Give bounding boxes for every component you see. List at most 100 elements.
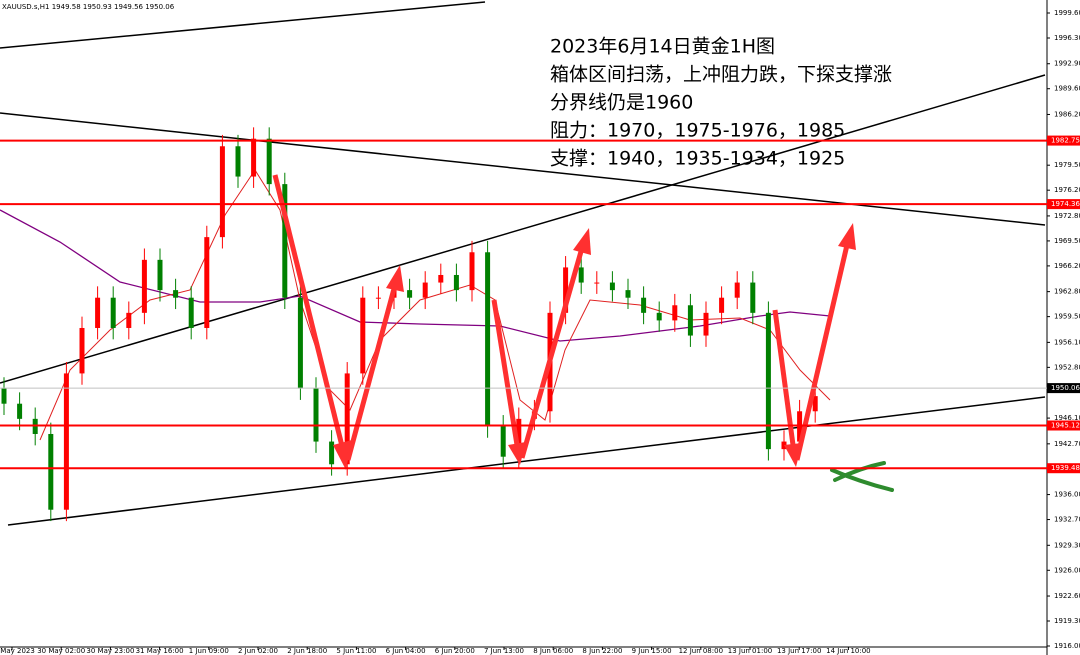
candle-body — [765, 312, 771, 450]
y-tick-label: 1952.80 — [1054, 363, 1080, 371]
candle-body — [329, 441, 335, 465]
candle-body — [781, 441, 787, 450]
level-label-box — [1047, 199, 1080, 210]
x-tick-label: 1 Jun 09:00 — [189, 647, 229, 655]
candle-body — [750, 282, 756, 313]
candle-body — [703, 312, 709, 336]
candle-body — [719, 297, 725, 313]
candle-body — [297, 297, 303, 389]
arrow — [794, 244, 850, 461]
candle-body — [438, 274, 444, 283]
candle-body — [375, 297, 381, 299]
y-tick-label: 1989.60 — [1054, 85, 1080, 93]
candle-body — [641, 297, 647, 313]
trend-line — [0, 1, 486, 49]
arrow — [491, 299, 520, 446]
y-tick-label: 1919.30 — [1054, 617, 1080, 625]
y-tick-label: 1916.00 — [1054, 642, 1080, 650]
y-tick-label: 1959.50 — [1054, 313, 1080, 321]
candle-body — [344, 373, 350, 465]
cross-mark — [830, 461, 894, 492]
candle-body — [687, 305, 693, 336]
candle-body — [219, 146, 225, 238]
y-tick-label: 1929.30 — [1054, 541, 1080, 549]
candle-body — [251, 138, 257, 177]
annotation: 2023年6月14日黄金1H图 — [550, 36, 775, 58]
level-label-box — [1047, 135, 1080, 146]
annotation: 分界线仍是1960 — [550, 92, 693, 114]
x-tick-label: 7 Jun 13:00 — [484, 647, 524, 655]
y-tick-label: 1956.10 — [1054, 338, 1080, 346]
candle-body — [469, 252, 475, 291]
x-tick-label: 31 May 16:00 — [136, 647, 184, 655]
candle-body — [313, 388, 319, 442]
x-tick-label: 9 Jun 15:00 — [632, 647, 672, 655]
arrow-head — [386, 265, 404, 292]
y-tick-label: 1966.20 — [1054, 262, 1080, 270]
x-tick-label: 6 Jun 20:00 — [435, 647, 475, 655]
arrow-head — [333, 440, 352, 470]
candle-body — [516, 418, 522, 457]
candle-body — [282, 184, 288, 298]
candle-body — [63, 373, 69, 510]
candle-body — [48, 433, 54, 510]
y-tick-label: 1972.80 — [1054, 212, 1080, 220]
arrow — [519, 247, 585, 459]
candle-body — [672, 305, 678, 321]
trend-line — [0, 74, 1046, 384]
x-tick-label: 2 Jun 18:00 — [287, 647, 327, 655]
annotation: 阻力：1970，1975-1976，1985 — [550, 120, 845, 142]
y-tick-label: 1936.00 — [1054, 491, 1080, 499]
x-tick-label: 14 Jun 10:00 — [826, 647, 870, 655]
candle-body — [1, 388, 7, 404]
candle-body — [407, 290, 413, 298]
level-label: 1939.48 — [1051, 464, 1080, 472]
arrow-head — [573, 228, 591, 255]
trend-lines — [0, 1, 1046, 526]
level-label-box — [1047, 463, 1080, 474]
candle-body — [126, 312, 132, 328]
candle-body — [625, 290, 631, 298]
annotation: 箱体区间扫荡，上冲阻力跌，下探支撑涨 — [550, 64, 892, 86]
arrow-head — [838, 223, 856, 250]
arrow — [772, 309, 796, 446]
candle-body — [266, 138, 272, 185]
x-tick-label: 30 May 02:00 — [37, 647, 85, 655]
level-label: 1945.12 — [1051, 422, 1080, 430]
candle-body — [235, 146, 241, 177]
y-tick-label: 1979.50 — [1054, 161, 1080, 169]
level-label: 1974.36 — [1051, 200, 1080, 208]
cross-stroke — [833, 461, 886, 482]
x-tick-label: 13 Jun 17:00 — [777, 647, 821, 655]
candle-body — [188, 297, 194, 328]
arrow-head — [508, 442, 526, 465]
cross-stroke — [830, 468, 894, 492]
candle-body — [812, 396, 818, 412]
candle-body — [95, 297, 101, 328]
y-tick-label: 1926.00 — [1054, 566, 1080, 574]
arrow — [272, 174, 346, 451]
arrows — [272, 174, 856, 470]
x-tick-label: 6 Jun 04:00 — [386, 647, 426, 655]
candle-body — [563, 267, 569, 313]
y-tick-label: 1986.20 — [1054, 110, 1080, 118]
y-tick-label: 1992.90 — [1054, 60, 1080, 68]
x-tick-label: 29 May 2023 — [0, 647, 35, 655]
y-tick-label: 1942.70 — [1054, 440, 1080, 448]
x-tick-label: 30 May 23:00 — [86, 647, 134, 655]
level-label: 1950.06 — [1051, 384, 1080, 392]
level-label: 1982.75 — [1051, 137, 1080, 145]
x-tick-label: 5 Jun 11:00 — [336, 647, 376, 655]
candle-body — [422, 282, 428, 298]
candle-body — [485, 252, 491, 427]
y-tick-label: 1932.70 — [1054, 516, 1080, 524]
y-tick-label: 1962.80 — [1054, 288, 1080, 296]
trend-line — [7, 396, 1046, 526]
x-tick-label: 8 Jun 06:00 — [533, 647, 573, 655]
y-tick-label: 1996.30 — [1054, 34, 1080, 42]
y-tick-label: 1946.10 — [1054, 414, 1080, 422]
x-tick-label: 8 Jun 22:00 — [582, 647, 622, 655]
